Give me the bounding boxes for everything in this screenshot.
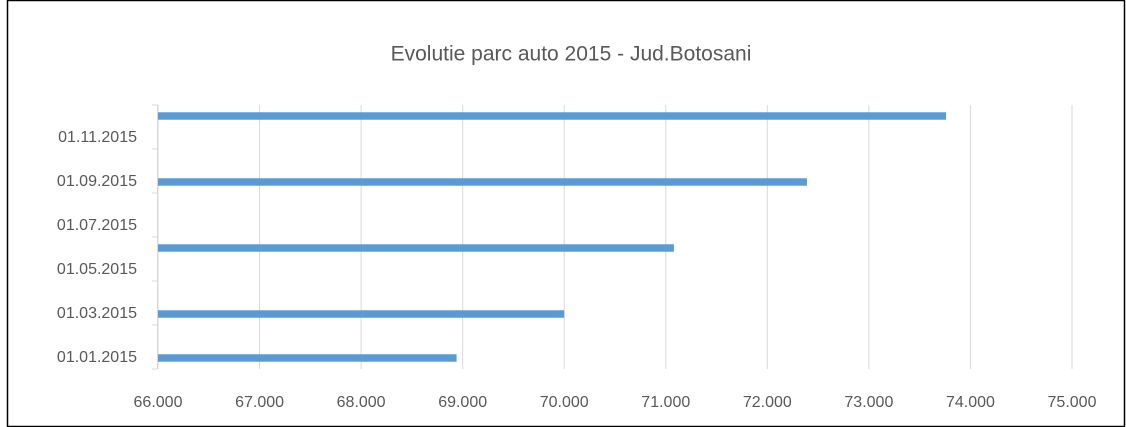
bar xyxy=(158,112,947,120)
chart-title: Evolutie parc auto 2015 - Jud.Botosani xyxy=(391,43,752,66)
y-tick-label: 01.07.2015 xyxy=(57,217,137,234)
x-tick-label: 66.000 xyxy=(134,394,183,411)
x-tick-label: 73.000 xyxy=(844,394,893,411)
y-tick-label: 01.09.2015 xyxy=(57,173,137,190)
y-tick-label: 01.01.2015 xyxy=(57,349,137,366)
bar xyxy=(158,354,457,362)
bar xyxy=(158,244,674,252)
y-tick-label: 01.05.2015 xyxy=(57,261,137,278)
bar xyxy=(158,178,807,186)
x-tick-label: 74.000 xyxy=(946,394,995,411)
x-tick-label: 70.000 xyxy=(540,394,589,411)
x-tick-label: 75.000 xyxy=(1048,394,1097,411)
y-tick-label: 01.11.2015 xyxy=(58,129,137,146)
x-tick-label: 71.000 xyxy=(641,394,690,411)
x-tick-label: 72.000 xyxy=(743,394,792,411)
x-tick-label: 67.000 xyxy=(235,394,284,411)
x-tick-label: 68.000 xyxy=(337,394,386,411)
y-tick-label: 01.03.2015 xyxy=(57,305,137,322)
x-tick-label: 69.000 xyxy=(438,394,487,411)
bar xyxy=(158,310,565,318)
